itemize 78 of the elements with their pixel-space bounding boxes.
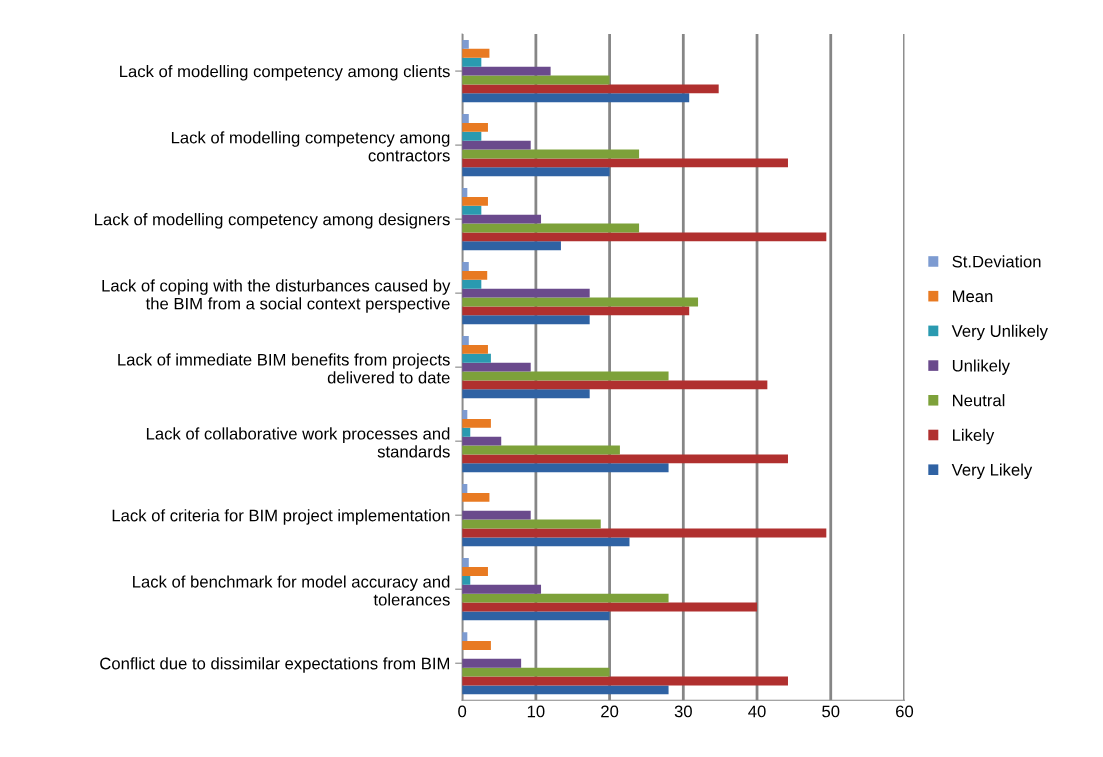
bar (462, 131, 482, 141)
legend-label: Likely (953, 428, 995, 445)
bar (462, 315, 590, 325)
bar (462, 584, 542, 594)
bar (462, 232, 827, 242)
bar (462, 84, 719, 94)
y-tick-label: Lack of modelling competency among contractors (171, 131, 450, 162)
bar (462, 288, 590, 298)
bar (462, 641, 491, 650)
bar (462, 48, 490, 58)
bar (462, 611, 610, 621)
bar (462, 418, 491, 428)
x-tick-label: 30 (674, 705, 692, 718)
bar (462, 362, 531, 372)
bar (462, 114, 469, 123)
x-tick-label: 0 (458, 705, 467, 718)
bar (462, 667, 610, 677)
bar (462, 685, 669, 695)
bar (462, 336, 469, 345)
legend-label: Unlikely (952, 359, 1010, 375)
bar (462, 270, 488, 280)
bar (462, 306, 690, 316)
bar (462, 122, 488, 132)
bar (462, 676, 788, 686)
bar (462, 658, 522, 668)
legend-label: St.Deviation (952, 255, 1041, 268)
bar (462, 75, 610, 85)
y-tick-label: Lack of modelling competency among clients (120, 65, 450, 81)
bar (462, 602, 758, 612)
y-tick-label: Lack of criteria for BIM project implementation (112, 509, 450, 525)
bar (462, 214, 542, 224)
bar (462, 262, 469, 271)
bar (462, 223, 640, 233)
bar (462, 593, 669, 603)
bar (462, 537, 630, 547)
y-tick-label: Lack of collaborative work processes and standards (146, 427, 450, 458)
bar (462, 158, 788, 168)
bar (462, 389, 590, 399)
bar (462, 205, 482, 215)
y-tick-label: Conflict due to dissimilar expectations from BIM (100, 657, 449, 673)
bar (462, 66, 551, 76)
bar (462, 519, 601, 529)
bar (462, 140, 531, 150)
bar (462, 380, 768, 390)
legend-label: Mean (953, 290, 993, 303)
bar (462, 39, 469, 49)
x-tick-label: 20 (601, 705, 619, 718)
bar (462, 454, 788, 464)
legend-label: Neutral (953, 394, 1005, 407)
y-tick-label: Lack of modelling competency among designers (95, 213, 450, 229)
bar (462, 93, 690, 103)
x-tick-label: 10 (527, 705, 545, 718)
legend-label: Very Unlikely (951, 324, 1048, 341)
bar (462, 528, 827, 538)
bar (462, 371, 669, 381)
bar (462, 241, 561, 251)
bar (462, 436, 502, 446)
bar (462, 510, 531, 520)
bar (462, 344, 488, 354)
bar (462, 463, 669, 473)
x-tick-label: 50 (822, 705, 840, 718)
bar (462, 445, 620, 455)
bar (462, 57, 482, 67)
x-tick-label: 60 (896, 705, 914, 718)
bar (462, 167, 610, 177)
y-tick-label: Lack of immediate BIM benefits from projects delivered to date (118, 353, 450, 384)
bar (462, 353, 491, 363)
legend-label: Very Likely (951, 463, 1033, 480)
bar (462, 279, 482, 289)
bar (462, 196, 488, 206)
y-tick-label: Lack of coping with the disturbances caused by the BIM from a social context perspective (102, 279, 451, 313)
x-tick-label: 40 (748, 705, 766, 718)
bar (462, 149, 640, 159)
bar (462, 297, 699, 307)
bar (462, 566, 488, 576)
bar (462, 558, 469, 567)
y-tick-label: Lack of benchmark for model accuracy and tolerances (133, 575, 450, 606)
bar (462, 492, 490, 502)
